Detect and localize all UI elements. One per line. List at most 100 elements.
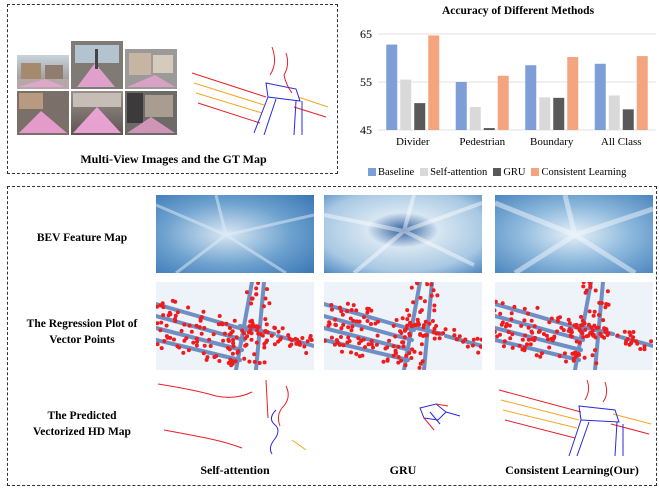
vector-point [558, 315, 562, 320]
vector-point [252, 359, 257, 364]
vector-point [262, 345, 267, 350]
vector-point [432, 308, 437, 313]
vector-point [359, 327, 364, 332]
vector-point [156, 304, 159, 309]
vector-point [537, 329, 542, 334]
vector-point [427, 321, 432, 326]
vector-point [160, 301, 165, 306]
vector-point [182, 322, 187, 327]
vector-point [398, 329, 403, 334]
vector-point [564, 359, 568, 364]
vector-point [418, 351, 423, 356]
column-label-gru: GRU [389, 463, 417, 477]
vector-point [606, 331, 611, 336]
vector-point [309, 338, 314, 342]
y-tick-label: 65 [360, 27, 372, 41]
vector-point [577, 340, 582, 345]
bev-map-gru [324, 195, 482, 273]
vector-point [273, 326, 277, 331]
vector-point [228, 357, 233, 362]
vector-point [369, 322, 373, 326]
vector-point [229, 361, 234, 366]
vector-point [226, 339, 231, 343]
vector-point [602, 326, 607, 331]
vector-point [262, 360, 267, 365]
vector-point [231, 338, 235, 343]
vector-point [561, 328, 566, 333]
vector-point [354, 319, 359, 324]
legend-item: GRU [493, 167, 525, 178]
vector-point [267, 301, 272, 306]
vector-point [405, 317, 410, 322]
vector-point [590, 328, 595, 333]
vector-point [500, 301, 505, 306]
vector-point [498, 311, 503, 316]
vector-point [588, 331, 593, 335]
vector-point [502, 339, 507, 344]
vector-point [522, 348, 527, 353]
vector-point [401, 344, 406, 349]
vector-point [628, 333, 633, 338]
vector-point [393, 334, 398, 339]
vector-point [562, 351, 567, 356]
vector-point [419, 342, 424, 347]
column-label-self-attention: Self-attention [200, 463, 270, 477]
vector-point [557, 354, 562, 359]
bar-baseline-all-class [594, 63, 606, 131]
bar-gru-boundary [553, 97, 565, 130]
bev-map-self-attention [156, 195, 314, 273]
vector-point [509, 317, 514, 322]
vector-point [245, 290, 249, 295]
vector-point [435, 293, 440, 298]
vector-point [249, 331, 254, 336]
vector-point [567, 321, 572, 326]
vector-point [346, 335, 351, 340]
vector-point [422, 323, 426, 328]
vector-point [517, 343, 522, 348]
multi-view-caption: Multi-View Images and the GT Map [80, 152, 267, 166]
vector-point [581, 282, 586, 285]
vector-point [289, 342, 294, 347]
bev-map-consistent-learning [495, 195, 653, 273]
vector-point [349, 308, 354, 312]
vector-point [587, 309, 592, 314]
vector-point [407, 331, 412, 336]
vector-point [231, 344, 236, 349]
lane-line [324, 326, 412, 352]
vector-point [371, 345, 375, 350]
vector-point [244, 342, 249, 347]
vector-point [337, 342, 342, 347]
vector-point [522, 318, 527, 323]
vector-point [479, 337, 482, 342]
vector-point [586, 322, 591, 327]
row-label-regression: The Regression Plot of Vector Points [26, 318, 138, 346]
vector-point [334, 323, 338, 328]
vector-point [365, 319, 370, 323]
vector-point [452, 327, 457, 332]
vector-point [156, 342, 160, 347]
vector-point [297, 342, 302, 347]
vector-point [509, 311, 514, 316]
vector-point [404, 353, 409, 358]
vector-point [508, 336, 513, 341]
predicted-map-self-attention [157, 379, 307, 455]
vector-point [400, 316, 405, 321]
bar-baseline-boundary [525, 65, 537, 130]
regression-plot-consistent-learning [495, 282, 653, 370]
vector-point [286, 333, 291, 338]
vector-point [245, 334, 250, 339]
vector-point [588, 285, 593, 290]
vector-point [422, 299, 427, 304]
vector-point [452, 333, 457, 338]
regression-plot-gru [324, 282, 482, 370]
vector-point [429, 282, 434, 287]
vector-point [569, 330, 574, 335]
vector-point [272, 342, 277, 347]
vector-point [441, 331, 446, 336]
vector-point [205, 355, 210, 360]
vector-point [341, 343, 346, 348]
vector-point [569, 334, 574, 339]
vector-point [642, 344, 647, 349]
vector-point [577, 352, 582, 357]
multi-view-panel: Multi-View Images and the GT Map [7, 4, 338, 174]
